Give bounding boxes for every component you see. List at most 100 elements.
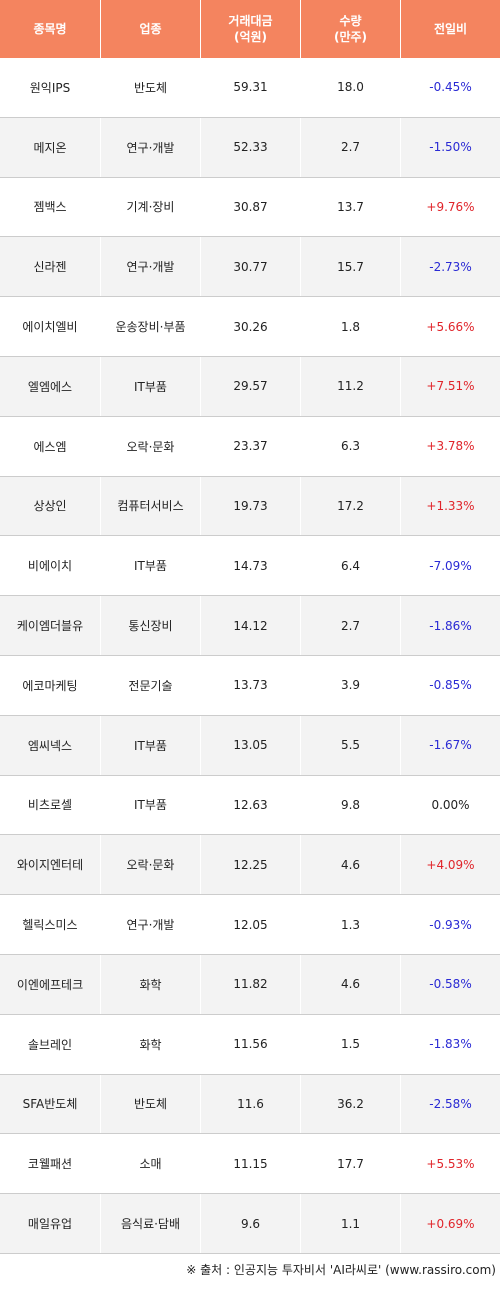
table-header: 종목명 업종 거래대금 (억원) 수량 (만주) 전일비	[0, 0, 500, 58]
trade-volume: 1.5	[301, 1014, 401, 1074]
table-row: 에이치엘비 운송장비·부품 30.26 1.8 +5.66%	[0, 297, 500, 357]
table-row: 엘엠에스 IT부품 29.57 11.2 +7.51%	[0, 356, 500, 417]
trade-amount: 11.6	[201, 1074, 301, 1134]
change-rate: -2.58%	[429, 1096, 472, 1111]
trade-volume: 36.2	[301, 1074, 401, 1134]
trade-amount: 52.33	[201, 117, 301, 177]
table-row: 코웰패션 소매 11.15 17.7 +5.53%	[0, 1134, 500, 1195]
header-amount-line2: (억원)	[233, 30, 268, 44]
trade-volume: 9.8	[301, 775, 401, 835]
stock-table: 종목명 업종 거래대금 (억원) 수량 (만주) 전일비 원익IPS 반도체 59.31…	[0, 0, 500, 1254]
table-row: 케이엠더블유 통신장비 14.12 2.7 -1.86%	[0, 596, 500, 656]
trade-amount: 14.73	[201, 536, 301, 596]
table-row: 에코마케팅 전문기술 13.73 3.9 -0.85%	[0, 655, 500, 716]
table-row: 비에이치 IT부품 14.73 6.4 -7.09%	[0, 536, 500, 597]
change-rate: +3.78%	[426, 439, 475, 454]
trade-amount: 13.05	[201, 715, 301, 775]
trade-amount: 30.77	[201, 237, 301, 297]
trade-volume: 1.1	[301, 1194, 401, 1253]
table-row: 매일유업 음식료·담배 9.6 1.1 +0.69%	[0, 1194, 500, 1254]
table-body: 원익IPS 반도체 59.31 18.0 -0.45% 메지온 연구·개발 52.33 2.7 -…	[0, 58, 500, 1254]
header-sector: 업종	[101, 0, 201, 58]
change-rate: +9.76%	[426, 199, 475, 214]
table-row: 엠씨넥스 IT부품 13.05 5.5 -1.67%	[0, 715, 500, 776]
sector: 연구·개발	[101, 117, 201, 177]
trade-amount: 19.73	[201, 476, 301, 536]
table-row: 상상인 컴퓨터서비스 19.73 17.2 +1.33%	[0, 476, 500, 537]
header-amount-line1: 거래대금	[228, 14, 273, 28]
trade-amount: 11.56	[201, 1014, 301, 1074]
stock-name: 상상인	[0, 476, 101, 536]
stock-name: 원익IPS	[0, 58, 101, 117]
trade-volume: 1.8	[301, 297, 401, 356]
table-row: SFA반도체 반도체 11.6 36.2 -2.58%	[0, 1074, 500, 1135]
change-rate: -0.58%	[429, 977, 472, 992]
sector: 통신장비	[101, 596, 201, 655]
trade-volume: 18.0	[301, 58, 401, 117]
change-rate: -0.93%	[429, 917, 472, 932]
trade-amount: 23.37	[201, 416, 301, 476]
stock-name: 신라젠	[0, 237, 101, 297]
stock-name: 비에이치	[0, 536, 101, 596]
stock-name: 엠씨넥스	[0, 715, 101, 775]
table-row: 신라젠 연구·개발 30.77 15.7 -2.73%	[0, 237, 500, 298]
change-rate: -1.86%	[429, 618, 472, 633]
sector: 연구·개발	[101, 237, 201, 297]
sector: 전문기술	[101, 655, 201, 715]
trade-volume: 6.4	[301, 536, 401, 596]
trade-amount: 30.26	[201, 297, 301, 356]
stock-name: 에스엠	[0, 416, 101, 476]
change-rate: -1.67%	[429, 738, 472, 753]
trade-amount: 59.31	[201, 58, 301, 117]
stock-name: 솔브레인	[0, 1014, 101, 1074]
stock-name: 코웰패션	[0, 1134, 101, 1194]
header-volume-line1: 수량	[339, 14, 362, 28]
stock-name: 케이엠더블유	[0, 596, 101, 655]
change-rate: 0.00%	[431, 797, 470, 812]
table-row: 솔브레인 화학 11.56 1.5 -1.83%	[0, 1014, 500, 1075]
sector: 운송장비·부품	[101, 297, 201, 356]
change-rate: +5.66%	[426, 319, 475, 334]
header-change: 전일비	[433, 22, 468, 36]
trade-amount: 13.73	[201, 655, 301, 715]
trade-volume: 6.3	[301, 416, 401, 476]
change-rate: +5.53%	[426, 1156, 475, 1171]
sector: 오락·문화	[101, 416, 201, 476]
trade-volume: 5.5	[301, 715, 401, 775]
trade-amount: 14.12	[201, 596, 301, 655]
table-row: 원익IPS 반도체 59.31 18.0 -0.45%	[0, 58, 500, 118]
trade-volume: 4.6	[301, 835, 401, 895]
trade-amount: 9.6	[201, 1194, 301, 1253]
stock-name: 매일유업	[0, 1194, 101, 1253]
stock-name: 엘엠에스	[0, 356, 101, 416]
sector: 반도체	[101, 58, 201, 117]
trade-amount: 30.87	[201, 177, 301, 237]
change-rate: +0.69%	[426, 1216, 475, 1231]
trade-volume: 11.2	[301, 356, 401, 416]
trade-volume: 15.7	[301, 237, 401, 297]
change-rate: -0.85%	[429, 678, 472, 693]
sector: IT부품	[101, 536, 201, 596]
sector: IT부품	[101, 356, 201, 416]
trade-volume: 17.2	[301, 476, 401, 536]
stock-name: 메지온	[0, 117, 101, 177]
sector: 화학	[101, 954, 201, 1014]
trade-amount: 11.15	[201, 1134, 301, 1194]
stock-name: 에이치엘비	[0, 297, 101, 356]
trade-volume: 3.9	[301, 655, 401, 715]
sector: 화학	[101, 1014, 201, 1074]
stock-name: 비츠로셀	[0, 775, 101, 835]
sector: 소매	[101, 1134, 201, 1194]
trade-volume: 2.7	[301, 596, 401, 655]
table-row: 젬백스 기계·장비 30.87 13.7 +9.76%	[0, 177, 500, 238]
change-rate: -2.73%	[429, 259, 472, 274]
stock-name: SFA반도체	[0, 1074, 101, 1134]
sector: 오락·문화	[101, 835, 201, 895]
stock-name: 젬백스	[0, 177, 101, 237]
table-row: 이엔에프테크 화학 11.82 4.6 -0.58%	[0, 954, 500, 1015]
trade-amount: 12.25	[201, 835, 301, 895]
table-row: 에스엠 오락·문화 23.37 6.3 +3.78%	[0, 416, 500, 477]
stock-name: 와이지엔터테	[0, 835, 101, 895]
sector: 반도체	[101, 1074, 201, 1134]
change-rate: -1.50%	[429, 140, 472, 155]
